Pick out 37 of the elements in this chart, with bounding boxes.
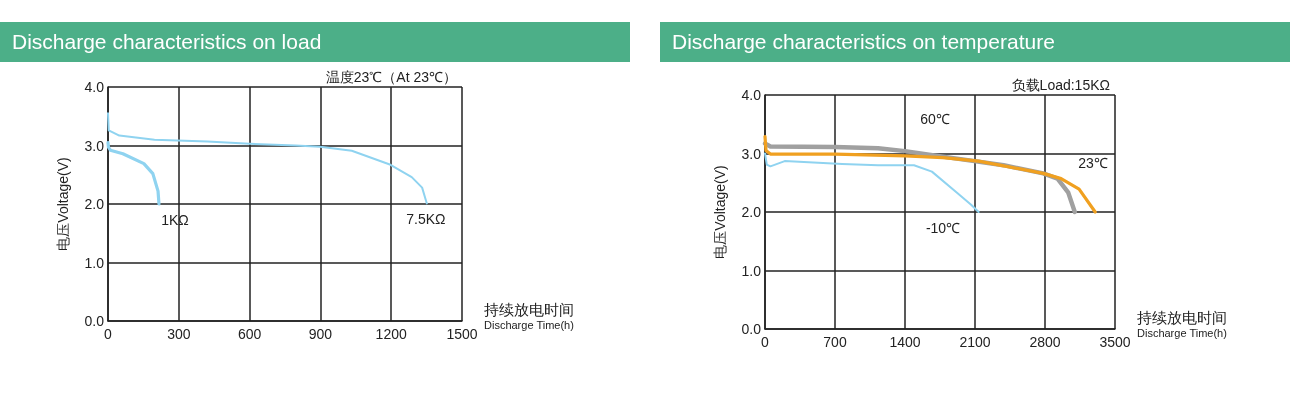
x-tick-label: 1500: [446, 326, 478, 342]
line-series: [764, 152, 980, 213]
x-tick-label: 900: [308, 326, 333, 342]
y-tick-label: 1.0: [84, 254, 105, 271]
x-tick-label: 3500: [1099, 334, 1131, 350]
y-tick-label: 3.0: [84, 137, 105, 154]
x-tick-label: 600: [237, 326, 262, 342]
chart-title: Discharge characteristics on load: [0, 22, 630, 62]
line-series: [107, 112, 428, 205]
y-tick-label: 1.0: [741, 262, 762, 279]
x-tick-label: 700: [823, 334, 847, 350]
x-tick-label: 300: [167, 326, 191, 342]
chart-title: Discharge characteristics on temperature: [660, 22, 1290, 62]
y-tick-label: 0.0: [741, 321, 762, 337]
x-tick-label: 0: [104, 326, 113, 342]
y-tick-label: 4.0: [84, 79, 105, 95]
y-axis-title: 电压Voltage(V): [55, 157, 71, 251]
series-label: -10℃: [925, 219, 961, 236]
x-tick-label: 1400: [889, 334, 921, 350]
x-tick-label: 1200: [375, 326, 407, 342]
x-tick-label: 2100: [959, 334, 991, 350]
x-axis-title: 持续放电时间 Discharge Time(h): [1137, 308, 1227, 339]
y-tick-label: 0.0: [84, 313, 105, 329]
y-tick-label: 2.0: [741, 204, 762, 220]
chart-subtitle: 温度23℃（At 23℃）: [325, 69, 457, 85]
y-axis-title: 电压Voltage(V): [712, 165, 728, 259]
line-series: [106, 140, 161, 206]
series-label: 60℃: [920, 111, 950, 128]
x-tick-label: 2800: [1029, 334, 1061, 350]
x-tick-label: 0: [761, 334, 770, 350]
y-tick-label: 2.0: [84, 196, 105, 212]
x-axis-title: 持续放电时间 Discharge Time(h): [484, 300, 574, 331]
y-tick-label: 3.0: [741, 145, 762, 162]
series-label: 7.5KΩ: [406, 211, 446, 228]
y-tick-label: 4.0: [741, 87, 762, 103]
series-label: 23℃: [1078, 155, 1108, 172]
chart-subtitle: 负载Load:15KΩ: [1011, 77, 1111, 93]
